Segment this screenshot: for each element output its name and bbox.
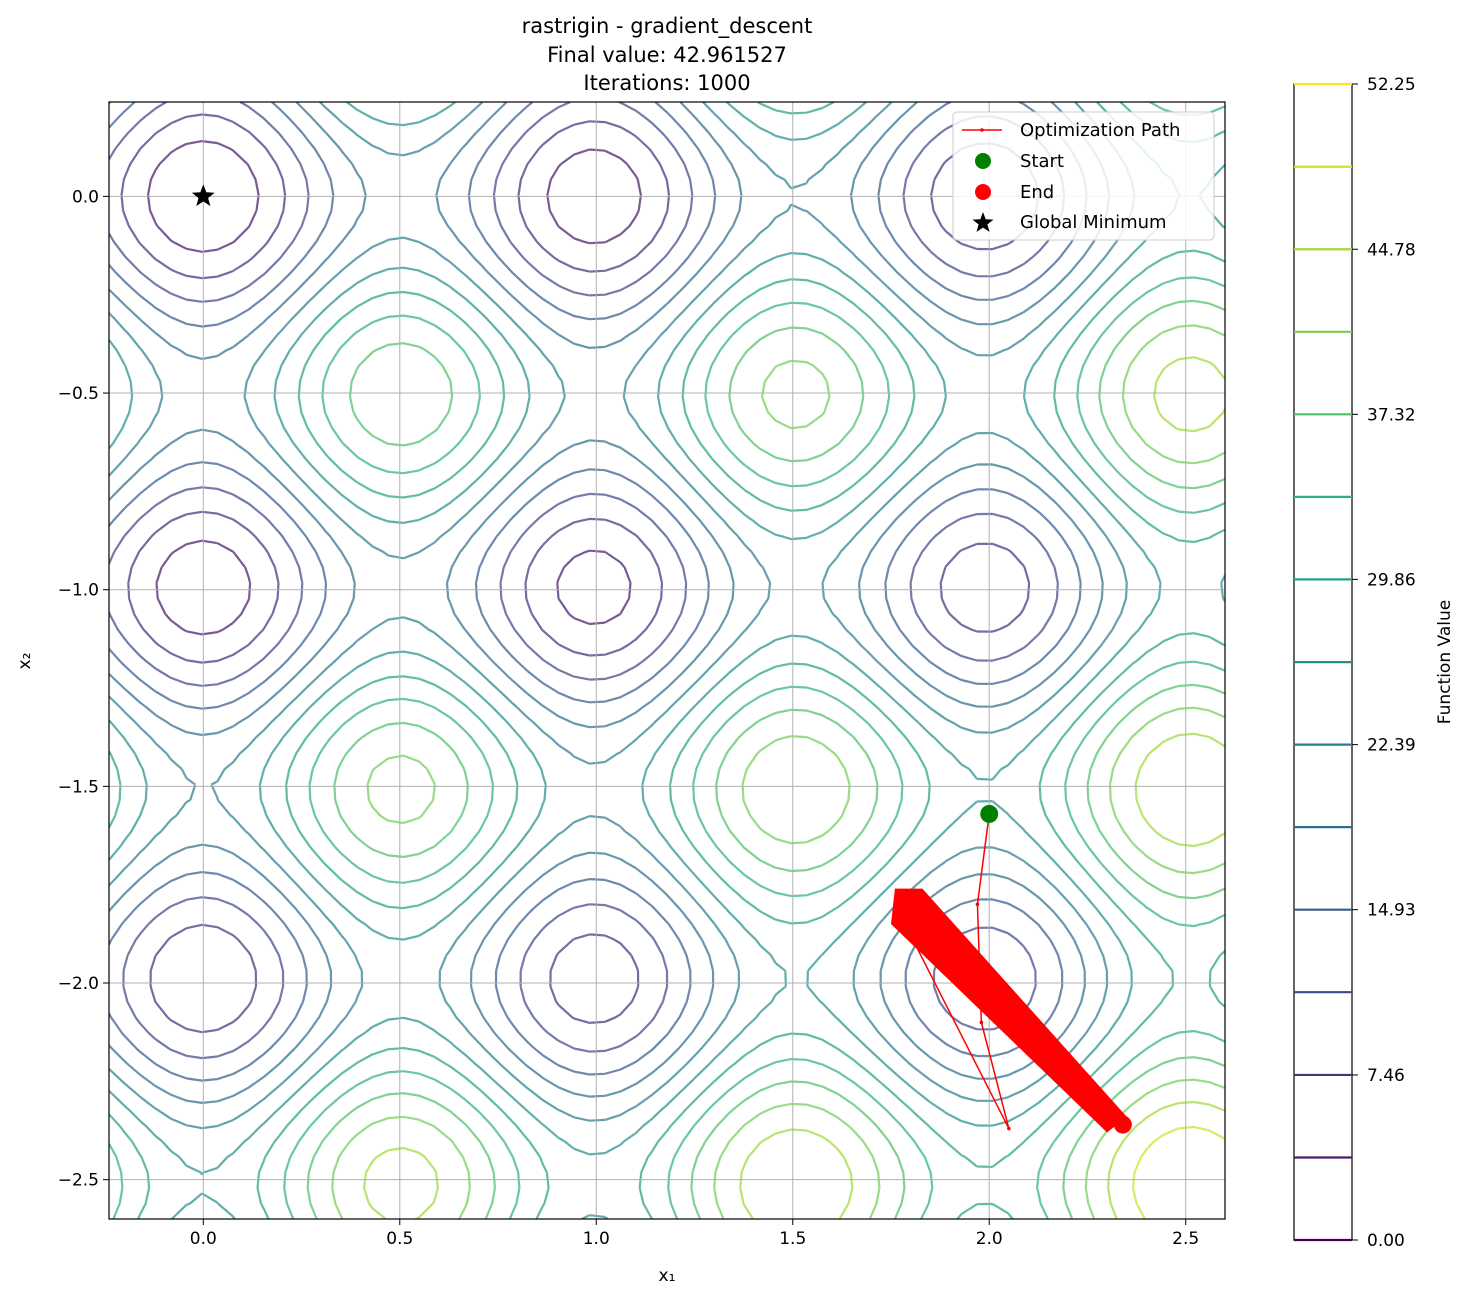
y-tick-label: −0.5 [58,384,99,404]
legend-path-dot [980,128,984,132]
x-tick-label: 1.5 [779,1229,806,1249]
x-tick-label: 1.0 [583,1229,610,1249]
path-point [1007,1126,1011,1131]
markers-layer [191,184,1132,1134]
y-tick-label: −2.0 [58,974,99,994]
contour-level [306,299,1225,1219]
contour-level [362,356,1225,1219]
start-marker [980,804,999,823]
plot-frame [108,101,1226,1220]
path-point [900,894,905,899]
colorbar-tick-label: 7.46 [1367,1066,1405,1086]
path-point [979,1020,984,1025]
global-minimum-marker [191,184,215,207]
colorbar-ticks: 0.00 7.46 14.93 22.39 29.86 37.32 44.78 52.25 [1352,75,1416,1251]
legend-label-start: Start [1020,151,1064,172]
path-point [897,910,901,915]
chart-title-line-1: rastrigin - gradient_descent [522,14,813,39]
colorbar-tick-label: 14.93 [1367,901,1416,921]
path-oscillation-band [890,888,1127,1133]
contour-level [109,102,1225,1219]
contour-level [146,140,642,636]
contour-level [109,102,1225,1219]
legend-star-icon [972,212,994,232]
colorbar-tick-label: 29.86 [1367,570,1416,590]
chart-title-line-3: Iterations: 1000 [583,71,750,95]
colorbar: 0.00 7.46 14.93 22.39 29.86 37.32 44.78 52.25 F… [1293,75,1455,1251]
contour-level [109,102,1225,1219]
x-tick-label: 2.5 [1172,1229,1199,1249]
x-axis-ticks: 0.0 0.5 1.0 1.5 2.0 2.5 [190,1219,1199,1249]
legend-label-end: End [1020,182,1054,203]
legend-end-marker [975,184,991,200]
colorbar-label: Function Value [1435,600,1455,724]
contour-lines [109,102,1225,1219]
colorbar-tick-label: 44.78 [1367,240,1416,260]
x-tick-label: 0.0 [190,1229,217,1249]
chart-title-line-2: Final value: 42.961527 [547,43,787,67]
y-tick-label: −2.5 [58,1171,99,1191]
path-point [975,902,980,907]
x-tick-label: 0.5 [386,1229,413,1249]
colorbar-level-lines [1294,82,1352,1242]
end-marker [1113,1115,1132,1134]
y-tick-label: 0.0 [72,187,99,207]
optimization-path-line [894,813,1128,1130]
contour-level [109,102,1111,1104]
contour-level [109,102,1136,1130]
x-axis-label: x₁ [659,1266,676,1286]
legend-start-marker [975,153,991,169]
y-tick-label: −1.5 [58,777,99,797]
x-tick-label: 2.0 [976,1229,1003,1249]
colorbar-tick-label: 37.32 [1367,405,1416,425]
grid-lines [109,102,1225,1219]
colorbar-tick-label: 0.00 [1367,1231,1405,1251]
legend-label-path: Optimization Path [1020,120,1180,141]
y-axis-label: x₂ [15,653,35,670]
colorbar-tick-label: 52.25 [1367,75,1416,95]
y-axis-ticks: 0.0 −0.5 −1.0 −1.5 −2.0 −2.5 [58,187,109,1191]
path-point [893,902,897,907]
contour-level [1131,1125,1225,1219]
legend: Optimization Path Start End Global Minim… [952,111,1215,241]
colorbar-tick-label: 22.39 [1367,736,1416,756]
legend-box [952,111,1215,241]
legend-label-global-min: Global Minimum [1020,212,1167,233]
path-point [908,898,913,903]
y-tick-label: −1.0 [58,581,99,601]
